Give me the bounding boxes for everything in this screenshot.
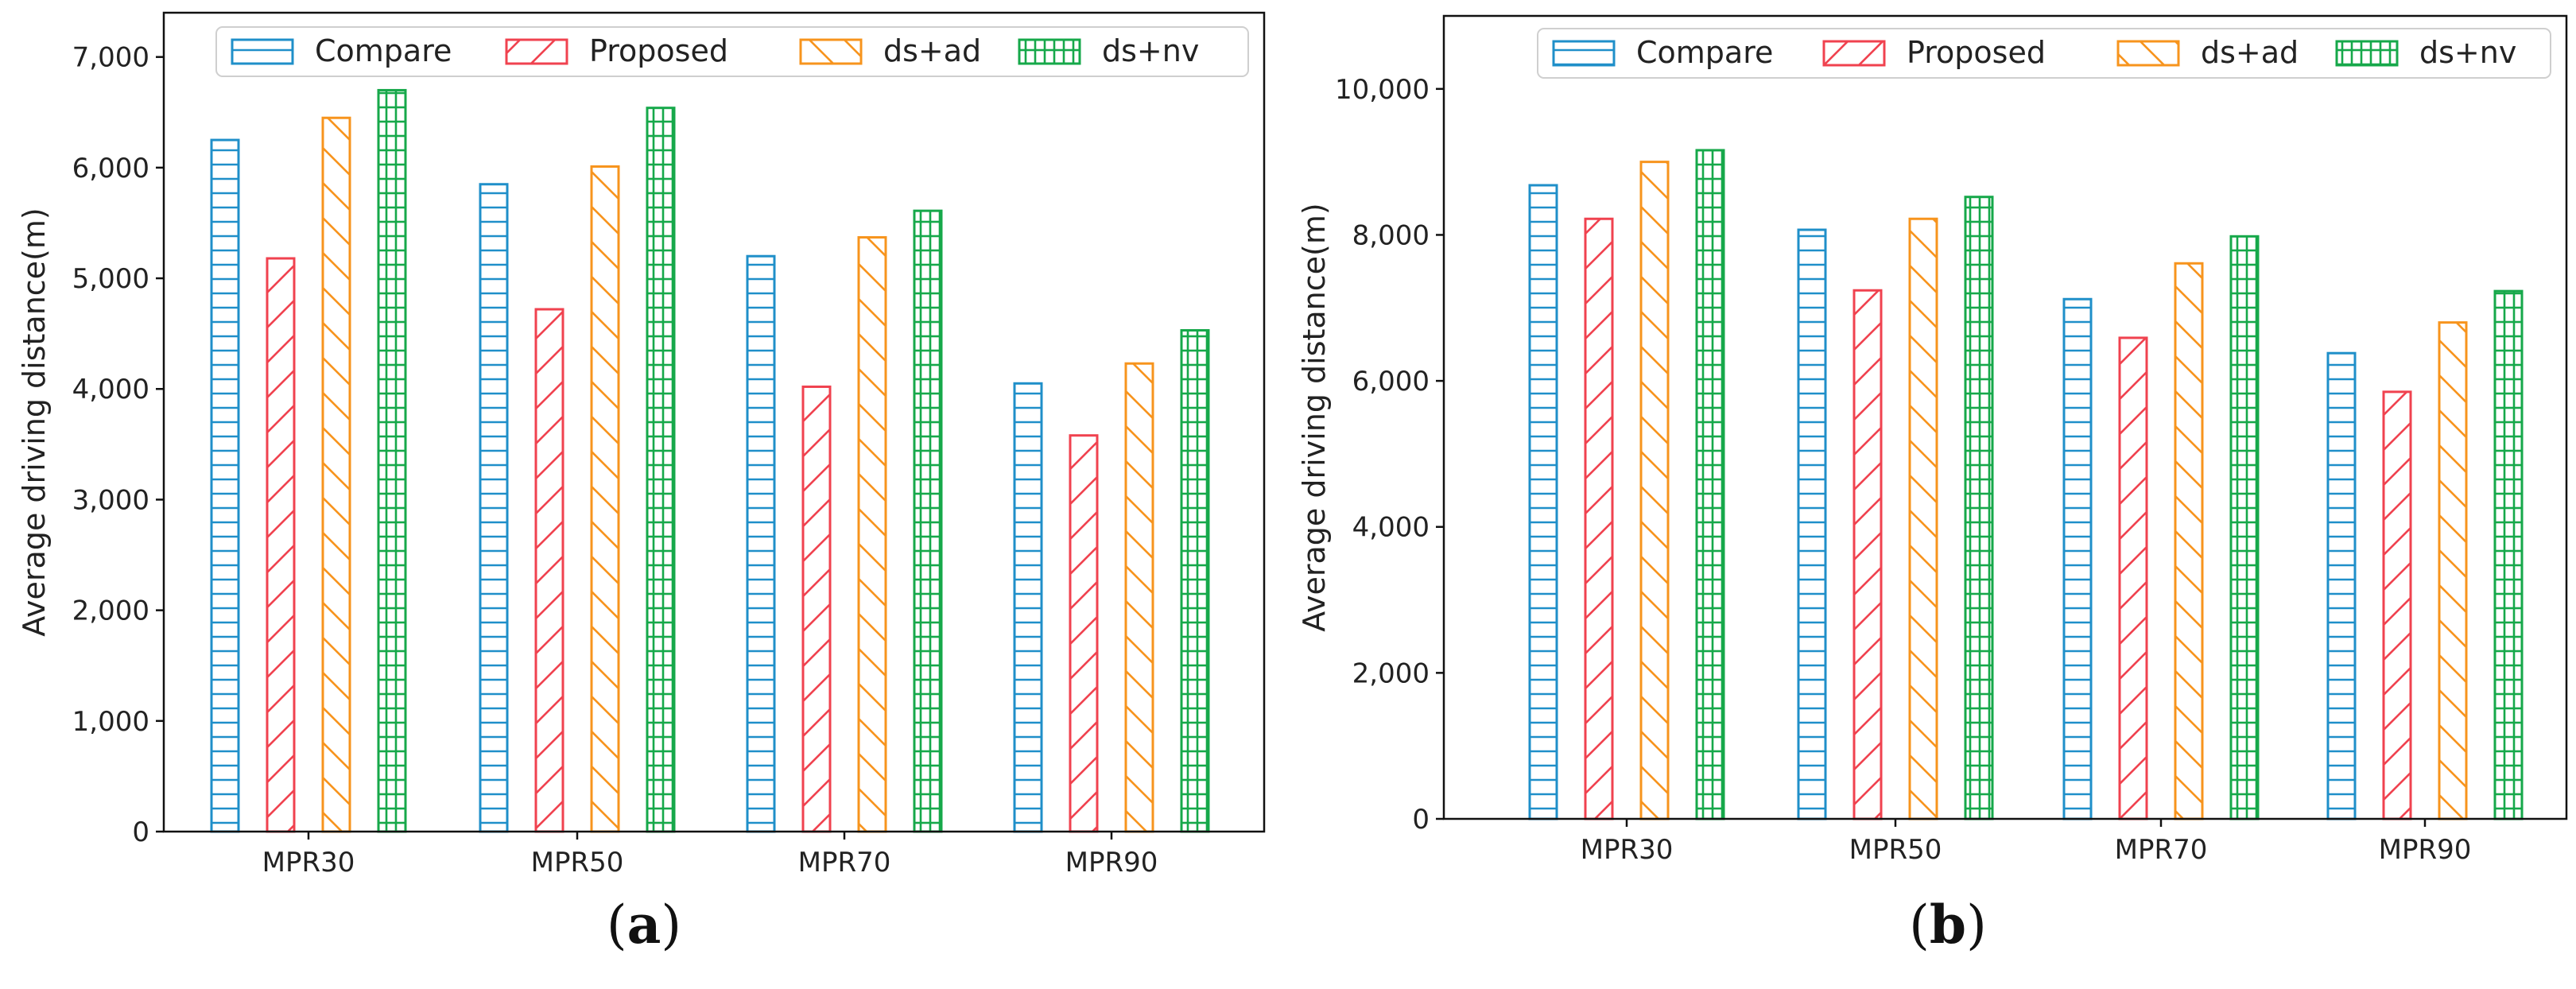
- y-tick-label: 2,000: [1352, 657, 1430, 689]
- legend-entry: ds+nv: [2419, 35, 2516, 70]
- legend-swatch: [1552, 40, 1616, 67]
- legend-swatch: [1822, 40, 1886, 67]
- y-tick-label: 6,000: [72, 153, 149, 184]
- x-tick-label: MPR50: [531, 847, 624, 878]
- bar-proposed-mpr70: [2118, 336, 2148, 820]
- legend-entry: Compare: [1636, 35, 1773, 70]
- bar-ds-ad-mpr30: [1639, 161, 1670, 820]
- y-tick-label: 4,000: [72, 374, 149, 405]
- bar-compare-mpr50: [479, 183, 509, 833]
- legend-entry: Proposed: [1907, 35, 2046, 70]
- bar-ds-nv-mpr70: [2229, 235, 2260, 820]
- bar-ds-nv-mpr50: [646, 107, 676, 833]
- legend-swatch: [2116, 40, 2180, 67]
- panel-caption: (a): [607, 894, 681, 956]
- bar-compare-mpr30: [210, 138, 240, 833]
- bar-ds-nv-mpr30: [1695, 149, 1725, 820]
- legend-entry: ds+nv: [1102, 33, 1199, 68]
- legend-swatch: [799, 38, 863, 65]
- legend-entry: Proposed: [589, 33, 728, 68]
- x-tick-label: MPR70: [798, 847, 891, 878]
- x-tick-label: MPR90: [2379, 834, 2472, 866]
- bar-compare-mpr90: [1013, 382, 1043, 833]
- y-tick-label: 0: [132, 816, 149, 848]
- x-tick-label: MPR50: [1849, 834, 1942, 866]
- bar-ds-nv-mpr50: [1964, 196, 1994, 820]
- y-tick-label: 1,000: [72, 706, 149, 738]
- x-tick-label: MPR30: [262, 847, 355, 878]
- bar-ds-ad-mpr70: [2174, 262, 2204, 820]
- plot-frame: [162, 11, 1266, 833]
- bar-ds-nv-mpr30: [377, 88, 407, 833]
- legend-swatch: [231, 38, 294, 65]
- x-tick-label: MPR90: [1065, 847, 1158, 878]
- y-axis-label: Average driving distance(m): [17, 207, 52, 636]
- y-tick-label: 7,000: [72, 42, 149, 74]
- legend-box: [215, 26, 1249, 77]
- bar-proposed-mpr50: [534, 308, 564, 833]
- panel-caption: (b): [1909, 894, 1987, 956]
- chart-panel-b: 0 2,000 4,000 6,000 8,000 10,000 MPR30 MPR50 MPR…: [1297, 14, 2568, 956]
- bar-compare-mpr50: [1797, 228, 1827, 820]
- bar-ds-ad-mpr70: [857, 236, 887, 833]
- bar-compare-mpr70: [2062, 297, 2093, 820]
- bar-ds-nv-mpr90: [2493, 289, 2524, 820]
- bar-compare-mpr30: [1528, 184, 1558, 820]
- bar-ds-ad-mpr50: [590, 165, 620, 833]
- legend-box: [1537, 28, 2551, 79]
- y-axis-label: Average driving distance(m): [1297, 203, 1332, 631]
- bar-proposed-mpr30: [266, 257, 296, 833]
- chart-panel-a: 0 1,000 2,000 3,000 4,000 5,000 6,000 7,000 MPR3…: [17, 11, 1266, 956]
- bar-proposed-mpr70: [801, 385, 832, 833]
- y-tick-label: 0: [1412, 804, 1430, 836]
- legend-swatch: [505, 38, 568, 65]
- y-tick-label: 2,000: [72, 595, 149, 627]
- bar-ds-nv-mpr70: [913, 209, 943, 833]
- legend-entry: ds+ad: [2201, 35, 2299, 70]
- legend: Compare Proposed ds+ad ds+nv: [215, 26, 1249, 77]
- x-tick-label: MPR30: [1581, 834, 1674, 866]
- legend-entry: ds+ad: [883, 33, 981, 68]
- legend-swatch: [2335, 40, 2399, 67]
- legend-entry: Compare: [315, 33, 452, 68]
- bar-ds-ad-mpr90: [2438, 321, 2468, 820]
- y-tick-label: 4,000: [1352, 512, 1430, 544]
- bar-proposed-mpr50: [1852, 289, 1883, 820]
- bar-proposed-mpr90: [2382, 390, 2412, 820]
- legend-swatch: [1018, 38, 1081, 65]
- bar-ds-nv-mpr90: [1180, 328, 1210, 833]
- bar-compare-mpr70: [746, 254, 776, 833]
- y-tick-label: 10,000: [1335, 74, 1430, 106]
- bar-proposed-mpr90: [1069, 434, 1099, 833]
- y-tick-label: 6,000: [1352, 366, 1430, 398]
- legend: Compare Proposed ds+ad ds+nv: [1537, 28, 2551, 79]
- bar-ds-ad-mpr50: [1908, 217, 1938, 820]
- bar-compare-mpr90: [2326, 351, 2357, 820]
- bar-ds-ad-mpr90: [1124, 362, 1154, 833]
- y-tick-label: 5,000: [72, 263, 149, 295]
- y-tick-label: 8,000: [1352, 219, 1430, 251]
- y-tick-label: 3,000: [72, 484, 149, 516]
- bar-ds-ad-mpr30: [321, 116, 351, 833]
- x-tick-label: MPR70: [2115, 834, 2208, 866]
- bar-proposed-mpr30: [1584, 217, 1614, 820]
- plot-frame: [1442, 14, 2568, 820]
